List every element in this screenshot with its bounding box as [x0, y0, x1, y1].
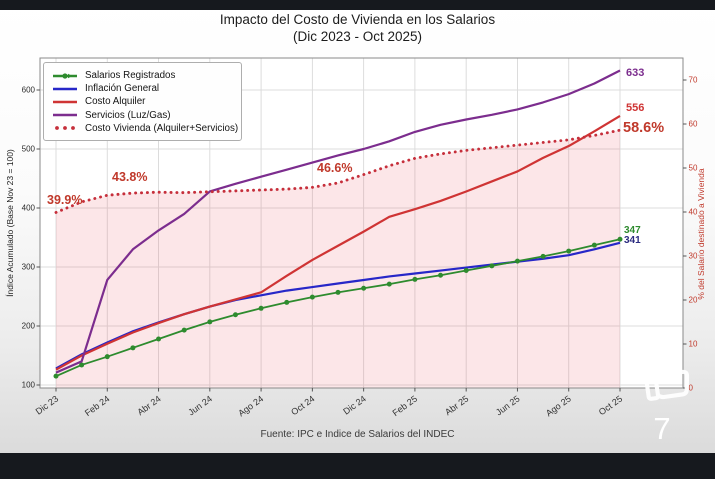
annotation-556: 556 [626, 102, 645, 114]
series-marker-salarios-registrados [514, 258, 520, 264]
right-tick-label: 40 [689, 208, 698, 217]
legend-swatch-inflaci-n-general [53, 87, 77, 90]
right-axis-label: % del Salario destinado a Vivienda [696, 168, 706, 299]
right-tick-label: 30 [689, 252, 698, 261]
legend-swatch-costo-vivienda-alquiler-servicios [55, 126, 75, 131]
legend-swatch-salarios-registrados [53, 72, 77, 79]
series-marker-salarios-registrados [207, 319, 213, 325]
series-marker-salarios-registrados [566, 248, 572, 254]
legend-swatch-servicios-luz-gas [53, 113, 77, 117]
series-marker-salarios-registrados [53, 373, 59, 379]
x-tick-label: Abr 24 [135, 394, 162, 418]
annotation-58-6: 58.6% [623, 120, 665, 136]
x-tick-label: Ago 25 [544, 394, 573, 419]
x-tick-label: Jun 25 [494, 394, 522, 418]
legend-item-costo-alquiler: Costo Alquiler [52, 95, 233, 108]
legend-label-salarios-registrados: Salarios Registrados [85, 70, 176, 82]
legend-label-costo-vivienda-alquiler-servicios: Costo Vivienda (Alquiler+Servicios) [85, 122, 239, 134]
series-marker-salarios-registrados [438, 272, 444, 278]
housing-cost-fill-area [56, 130, 620, 388]
legend-swatch-costo-alquiler [53, 100, 77, 104]
series-marker-salarios-registrados [181, 327, 187, 333]
series-marker-salarios-registrados [232, 312, 238, 318]
annotation-43-8: 43.8% [112, 170, 148, 184]
annotation-347: 347 [624, 225, 641, 236]
page-number: 7 [653, 411, 671, 446]
x-tick-label: Abr 25 [443, 394, 470, 418]
letterbox-top [0, 0, 715, 10]
legend-item-inflaci-n-general: Inflación General [52, 82, 233, 95]
source-caption: Fuente: IPC e Indice de Salarios del IND… [260, 429, 455, 440]
series-marker-salarios-registrados [361, 285, 367, 291]
series-line-costo-alquiler [55, 115, 621, 371]
legend-label-costo-alquiler: Costo Alquiler [85, 96, 146, 108]
x-tick-label: Feb 25 [391, 394, 420, 419]
x-tick-label: Oct 24 [289, 394, 316, 418]
right-tick-label: 60 [689, 120, 698, 129]
series-marker-salarios-registrados [79, 362, 85, 368]
series-marker-salarios-registrados [309, 294, 315, 300]
series-marker-salarios-registrados [617, 236, 623, 242]
left-axis-label: Índice Acumulado (Base Nov 23 = 100) [5, 149, 15, 297]
letterbox-bottom [0, 453, 715, 479]
x-tick-label: Oct 25 [597, 394, 624, 418]
x-tick-label: Dic 24 [341, 394, 368, 417]
legend-label-inflaci-n-general: Inflación General [85, 83, 160, 95]
left-tick-label: 300 [22, 263, 36, 272]
left-tick-label: 400 [22, 204, 36, 213]
left-tick-label: 200 [22, 322, 36, 331]
series-marker-salarios-registrados [104, 354, 110, 360]
annotation-46-6: 46.6% [317, 161, 353, 175]
chart-legend: Salarios Registrados Inflación General Cos… [43, 62, 242, 141]
left-tick-label: 600 [22, 86, 36, 95]
x-tick-label: Dic 23 [34, 394, 61, 417]
legend-item-salarios-registrados: Salarios Registrados [52, 69, 233, 82]
series-line-servicios-luz-gas [55, 69, 621, 374]
series-marker-salarios-registrados [156, 336, 162, 342]
thumbs-up-icon[interactable] [630, 344, 707, 411]
series-marker-salarios-registrados [540, 253, 546, 259]
series-marker-salarios-registrados [412, 276, 418, 282]
annotation-39-9: 39.9% [47, 193, 83, 207]
series-marker-salarios-registrados [130, 345, 136, 351]
chart-title-line-2: (Dic 2023 - Oct 2025) [292, 29, 423, 44]
right-tick-label: 0 [689, 384, 694, 393]
series-marker-salarios-registrados [284, 299, 290, 305]
chart-title-line-1: Impacto del Costo de Vivienda en los Sal… [219, 12, 496, 27]
right-tick-label: 50 [689, 164, 698, 173]
series-marker-salarios-registrados [463, 268, 469, 274]
series-marker-salarios-registrados [386, 281, 392, 287]
chart-title: Impacto del Costo de Vivienda en los Sal… [0, 11, 715, 45]
x-tick-label: Ago 24 [236, 394, 265, 419]
annotation-633: 633 [626, 67, 645, 79]
right-tick-label: 10 [689, 340, 698, 349]
series-marker-salarios-registrados [489, 263, 495, 269]
series-marker-salarios-registrados [335, 289, 341, 295]
series-line-costo-vivienda-alquiler-servicios [54, 128, 622, 214]
annotation-341: 341 [624, 235, 641, 246]
left-tick-label: 500 [22, 145, 36, 154]
series-marker-salarios-registrados [258, 305, 264, 311]
legend-label-servicios-luz-gas: Servicios (Luz/Gas) [85, 109, 171, 121]
series-marker-salarios-registrados [591, 242, 597, 248]
x-tick-label: Jun 24 [186, 394, 214, 418]
right-tick-label: 20 [689, 296, 698, 305]
right-tick-label: 70 [689, 76, 698, 85]
plot-border [39, 57, 684, 389]
legend-item-servicios-luz-gas: Servicios (Luz/Gas) [52, 109, 233, 122]
legend-item-costo-vivienda-alquiler-servicios: Costo Vivienda (Alquiler+Servicios) [52, 122, 238, 135]
left-tick-label: 100 [22, 381, 36, 390]
x-tick-label: Feb 24 [83, 394, 112, 419]
